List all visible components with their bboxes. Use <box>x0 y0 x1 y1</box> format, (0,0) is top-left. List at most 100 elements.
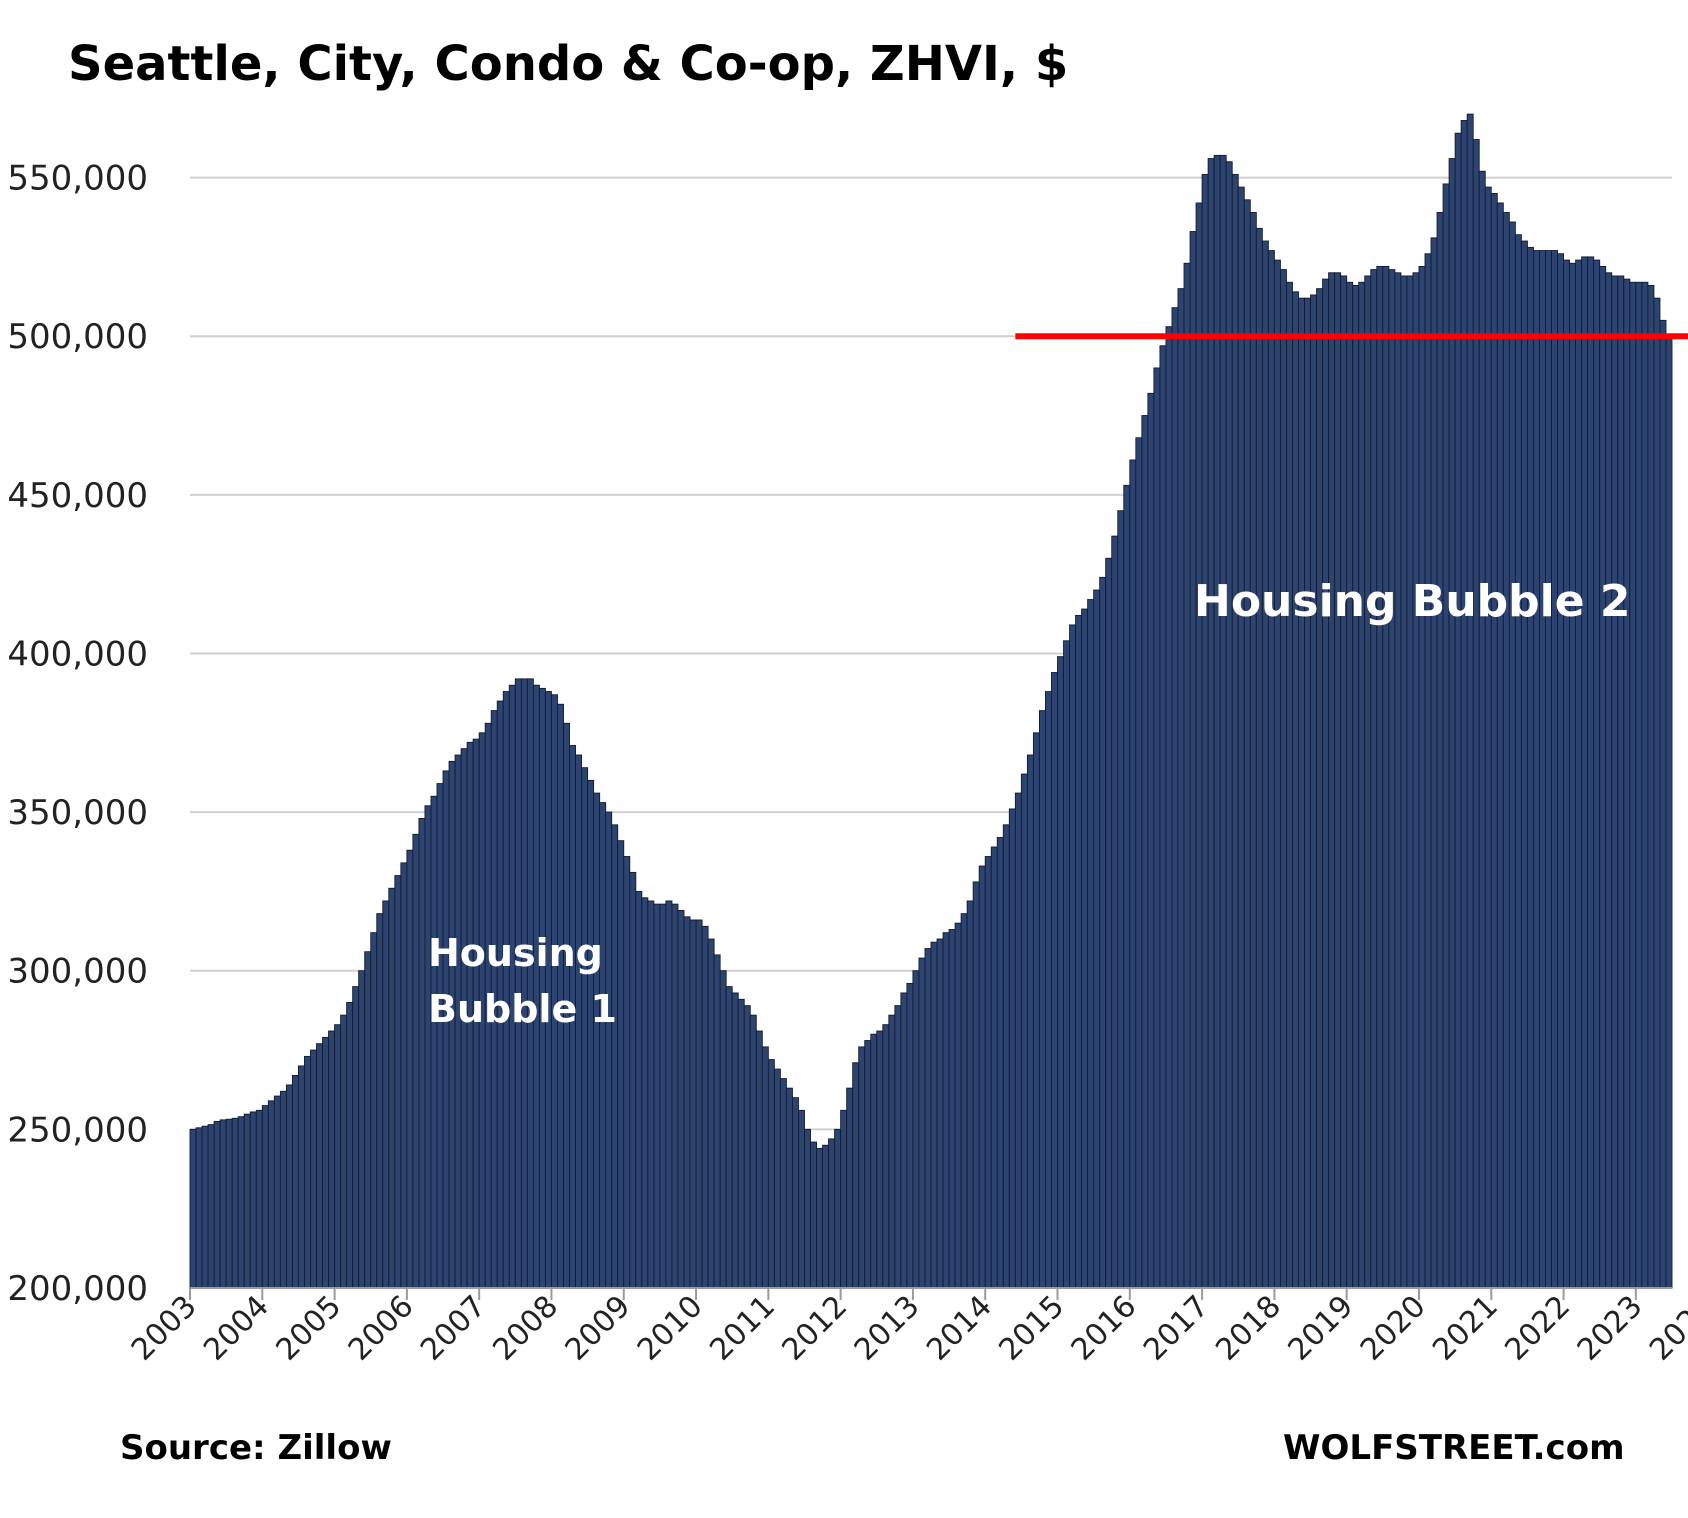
bar <box>1159 345 1167 1289</box>
bar <box>249 1111 257 1289</box>
bar <box>1099 576 1107 1289</box>
bar <box>1526 246 1534 1289</box>
bar <box>526 678 534 1289</box>
bar <box>635 890 643 1289</box>
bar <box>1418 265 1426 1289</box>
bar <box>1436 212 1444 1289</box>
bar <box>641 897 649 1289</box>
bar <box>1659 319 1667 1289</box>
bar <box>1171 307 1179 1289</box>
x-tick-label: 2015 <box>992 1289 1071 1368</box>
bar <box>394 875 402 1289</box>
bar <box>1020 773 1028 1289</box>
bar <box>1593 259 1601 1289</box>
y-tick-label: 450,000 <box>7 476 148 516</box>
x-tick-label: 2020 <box>1354 1289 1433 1368</box>
bar <box>972 881 980 1289</box>
bar <box>225 1118 233 1289</box>
bar <box>1225 161 1233 1289</box>
bar <box>406 849 414 1289</box>
x-tick-label: 2019 <box>1282 1289 1361 1368</box>
bar <box>1430 237 1438 1289</box>
x-tick-label: 2021 <box>1426 1289 1505 1368</box>
bar <box>888 1014 896 1289</box>
x-tick-label: 2023 <box>1571 1289 1650 1368</box>
bar <box>719 970 727 1289</box>
bar <box>1213 154 1221 1289</box>
bar <box>617 840 625 1289</box>
bar <box>418 818 426 1289</box>
bar <box>1153 367 1161 1289</box>
bar <box>773 1068 781 1289</box>
bar <box>1442 183 1450 1289</box>
x-tick-label: 2004 <box>197 1289 276 1368</box>
bar <box>1400 275 1408 1289</box>
x-tick-label: 2007 <box>414 1289 493 1368</box>
bar <box>1310 294 1318 1289</box>
bar <box>1346 281 1354 1289</box>
bar <box>984 856 992 1289</box>
bar <box>1057 656 1064 1289</box>
bar <box>436 783 444 1289</box>
bar <box>340 1014 348 1289</box>
bar <box>1298 297 1305 1289</box>
bar <box>1472 139 1480 1289</box>
bar <box>1328 272 1336 1289</box>
bar <box>749 1014 757 1289</box>
bar <box>1261 240 1269 1289</box>
bar <box>1370 269 1378 1289</box>
bar <box>1231 173 1239 1289</box>
bar <box>267 1100 275 1289</box>
bar <box>1581 256 1589 1289</box>
bar <box>707 938 715 1289</box>
bar <box>1038 710 1046 1289</box>
x-tick-label: 2014 <box>920 1289 999 1368</box>
bar <box>954 922 962 1289</box>
bar <box>1002 824 1010 1289</box>
x-tick-label: 2008 <box>486 1289 565 1368</box>
bar <box>1406 275 1414 1289</box>
bar <box>978 865 986 1289</box>
bar <box>1623 278 1631 1289</box>
x-tick-label: 2005 <box>269 1289 348 1368</box>
bar <box>1201 173 1209 1289</box>
bar <box>990 846 998 1289</box>
bar <box>791 1097 799 1289</box>
x-tick-label: 2011 <box>703 1289 782 1368</box>
bar <box>1358 281 1366 1289</box>
bar <box>1063 640 1071 1289</box>
bar <box>520 678 528 1289</box>
bar <box>858 1046 866 1289</box>
bar <box>388 887 396 1289</box>
bar <box>316 1043 323 1289</box>
bar <box>798 1109 805 1289</box>
bar <box>1147 392 1155 1289</box>
bar <box>1183 262 1191 1289</box>
annotation-bubble-1-line2: Bubble 1 <box>428 987 617 1031</box>
bar <box>1081 608 1089 1289</box>
bar <box>767 1059 775 1289</box>
bar <box>1557 253 1565 1289</box>
bar <box>255 1109 263 1289</box>
bar <box>1569 262 1577 1289</box>
bar <box>689 919 697 1289</box>
bar <box>1093 589 1101 1289</box>
bar <box>1117 510 1125 1289</box>
bar <box>1412 272 1420 1289</box>
bar <box>1165 326 1173 1289</box>
bar <box>1014 792 1022 1289</box>
bar <box>291 1074 299 1289</box>
bar <box>1376 265 1384 1289</box>
y-tick-label: 350,000 <box>7 793 148 833</box>
bar <box>713 954 721 1289</box>
bar <box>1219 154 1227 1289</box>
bar <box>207 1124 215 1289</box>
bar <box>1364 275 1372 1289</box>
bar <box>1273 259 1281 1289</box>
bar <box>334 1024 342 1289</box>
brand-label: WOLFSTREET.com <box>1283 1428 1625 1468</box>
y-tick-label: 300,000 <box>7 952 148 992</box>
bar <box>816 1147 824 1289</box>
bar <box>882 1024 890 1289</box>
bar <box>623 856 631 1289</box>
